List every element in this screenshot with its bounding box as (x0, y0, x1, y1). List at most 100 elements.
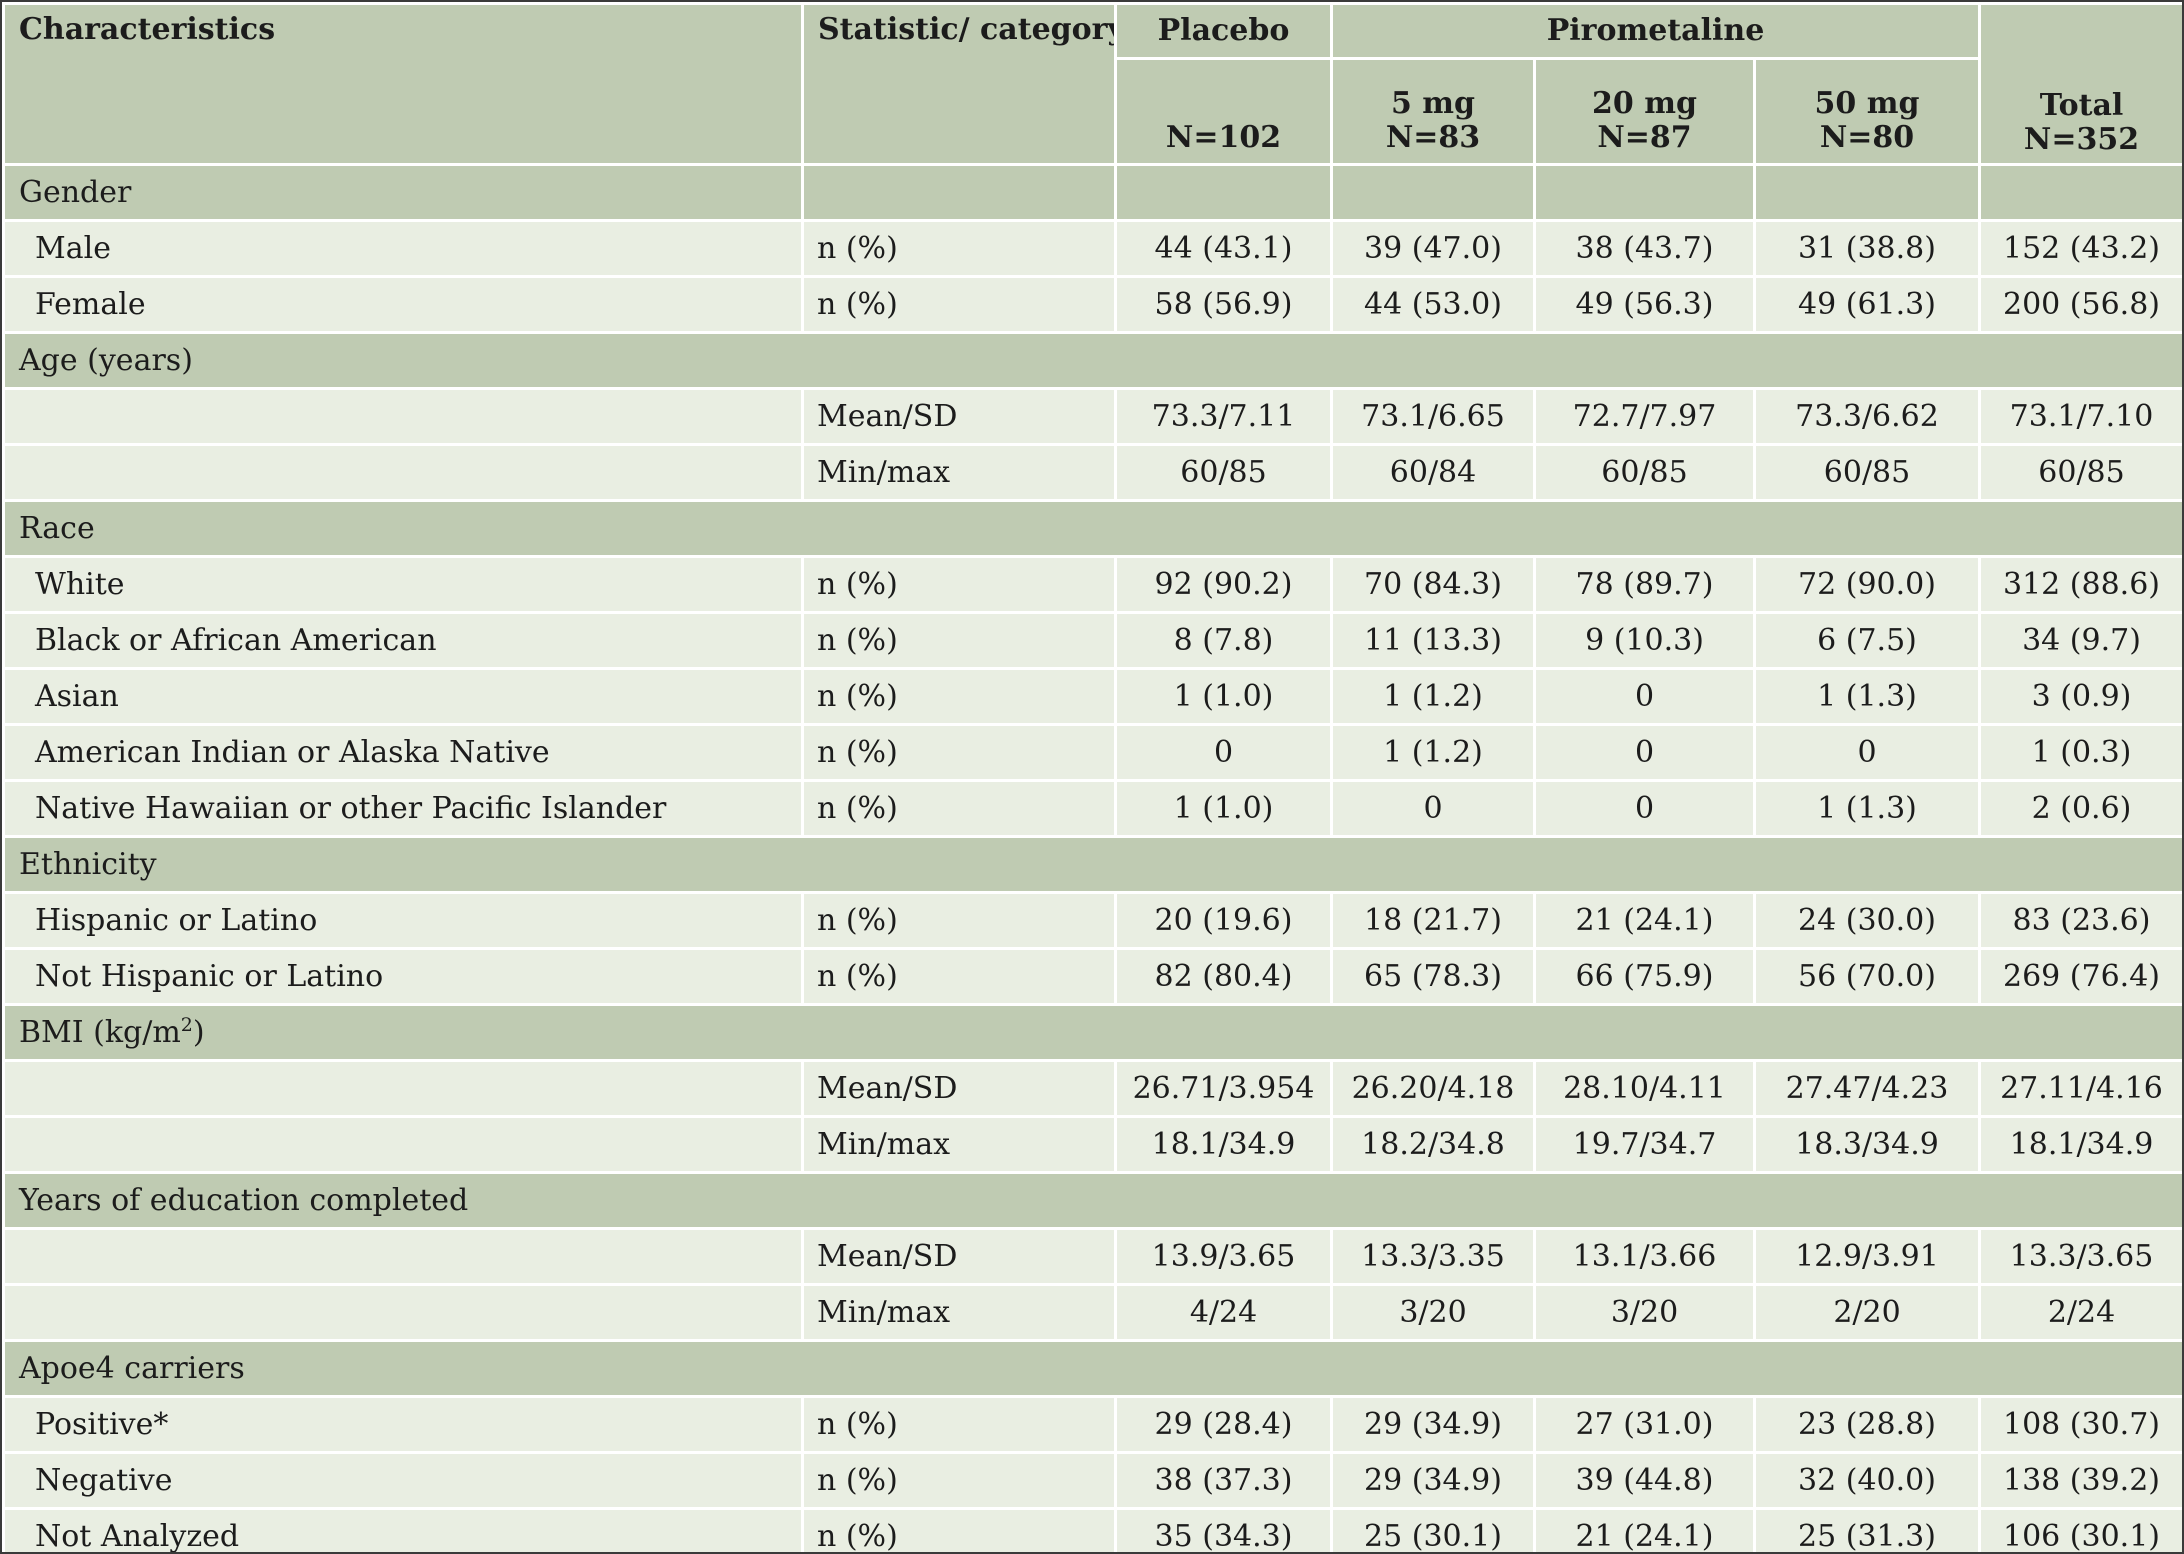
total-cell: 13.3/3.65 (1978, 1227, 2182, 1286)
header-characteristics: Characteristics (2, 2, 804, 166)
dose-50mg-cell: 1 (1.3) (1753, 779, 1981, 838)
row-label-cell: American Indian or Alaska Native (2, 723, 804, 782)
statistic-cell: Min/max (801, 1115, 1117, 1174)
dose-50mg-cell: 23 (28.8) (1753, 1395, 1981, 1454)
dose-20mg-cell: 0 (1533, 723, 1756, 782)
statistic-cell: n (%) (801, 219, 1117, 278)
group-cell (1114, 163, 1333, 222)
row-label-cell (2, 387, 804, 446)
total-cell: 138 (39.2) (1978, 1451, 2182, 1510)
table-row: Male n (%) 44 (43.1) 39 (47.0) 38 (43.7) 31 (… (2, 219, 2182, 278)
table-row: Black or African American n (%) 8 (7.8) 11 … (2, 611, 2182, 670)
group-label-apoe4: Apoe4 carriers (2, 1339, 2182, 1398)
table-row: Mean/SD 73.3/7.11 73.1/6.65 72.7/7.97 73.3/6… (2, 387, 2182, 446)
header-placebo: Placebo (1114, 2, 1333, 60)
statistic-cell: n (%) (801, 611, 1117, 670)
dose-20mg-cell: 9 (10.3) (1533, 611, 1756, 670)
dose-20mg-cell: 72.7/7.97 (1533, 387, 1756, 446)
group-label-age: Age (years) (2, 331, 2182, 390)
header-statistic: Statistic/ category (801, 2, 1117, 166)
table-row: Positive* n (%) 29 (28.4) 29 (34.9) 27 (31.0… (2, 1395, 2182, 1454)
header-dose-5-label: 5 mg (1390, 86, 1476, 121)
group-row-apoe4: Apoe4 carriers (2, 1339, 2182, 1398)
statistic-cell: n (%) (801, 555, 1117, 614)
group-cell (1978, 163, 2182, 222)
total-cell: 2 (0.6) (1978, 779, 2182, 838)
total-cell: 108 (30.7) (1978, 1395, 2182, 1454)
dose-50mg-cell: 72 (90.0) (1753, 555, 1981, 614)
dose-50mg-cell: 60/85 (1753, 443, 1981, 502)
statistic-cell: Mean/SD (801, 1227, 1117, 1286)
dose-5mg-cell: 25 (30.1) (1330, 1507, 1536, 1552)
statistic-cell: n (%) (801, 1507, 1117, 1552)
header-dose-20-n: N=87 (1597, 120, 1692, 155)
placebo-cell: 35 (34.3) (1114, 1507, 1333, 1552)
table-row: American Indian or Alaska Native n (%) 0 1 … (2, 723, 2182, 782)
row-label-cell: Not Hispanic or Latino (2, 947, 804, 1006)
group-label-race: Race (2, 499, 2182, 558)
row-label-cell: Male (2, 219, 804, 278)
header-pirometaline: Pirometaline (1330, 2, 1981, 60)
dose-20mg-cell: 21 (24.1) (1533, 1507, 1756, 1552)
dose-20mg-cell: 27 (31.0) (1533, 1395, 1756, 1454)
table-body: Gender Male n (%) 44 (43.1) 39 (47.0) 38 (43… (2, 163, 2182, 1552)
group-cell (1533, 163, 1756, 222)
header-dose-5: 5 mg N=83 (1330, 57, 1536, 166)
header-dose-50-label: 50 mg (1814, 86, 1920, 121)
table-row: Female n (%) 58 (56.9) 44 (53.0) 49 (56.3) 49… (2, 275, 2182, 334)
total-cell: 152 (43.2) (1978, 219, 2182, 278)
statistic-cell: n (%) (801, 667, 1117, 726)
total-cell: 269 (76.4) (1978, 947, 2182, 1006)
group-row-gender: Gender (2, 163, 2182, 222)
dose-50mg-cell: 1 (1.3) (1753, 667, 1981, 726)
total-cell: 2/24 (1978, 1283, 2182, 1342)
table-row: Negative n (%) 38 (37.3) 29 (34.9) 39 (44.8)… (2, 1451, 2182, 1510)
row-label-cell (2, 1059, 804, 1118)
table-row: Min/max 60/85 60/84 60/85 60/85 60/85 (2, 443, 2182, 502)
group-row-education: Years of education completed (2, 1171, 2182, 1230)
row-label-cell: Hispanic or Latino (2, 891, 804, 950)
dose-50mg-cell: 18.3/34.9 (1753, 1115, 1981, 1174)
dose-50mg-cell: 56 (70.0) (1753, 947, 1981, 1006)
statistic-cell: n (%) (801, 779, 1117, 838)
dose-50mg-cell: 27.47/4.23 (1753, 1059, 1981, 1118)
statistic-cell: n (%) (801, 891, 1117, 950)
dose-5mg-cell: 44 (53.0) (1330, 275, 1536, 334)
row-label-cell: Negative (2, 1451, 804, 1510)
dose-5mg-cell: 3/20 (1330, 1283, 1536, 1342)
dose-20mg-cell: 19.7/34.7 (1533, 1115, 1756, 1174)
dose-5mg-cell: 13.3/3.35 (1330, 1227, 1536, 1286)
dose-5mg-cell: 1 (1.2) (1330, 667, 1536, 726)
dose-20mg-cell: 13.1/3.66 (1533, 1227, 1756, 1286)
dose-5mg-cell: 26.20/4.18 (1330, 1059, 1536, 1118)
placebo-cell: 92 (90.2) (1114, 555, 1333, 614)
statistic-cell: n (%) (801, 275, 1117, 334)
dose-20mg-cell: 0 (1533, 667, 1756, 726)
dose-5mg-cell: 29 (34.9) (1330, 1395, 1536, 1454)
statistic-cell: n (%) (801, 947, 1117, 1006)
row-label-cell: Not Analyzed (2, 1507, 804, 1552)
total-cell: 106 (30.1) (1978, 1507, 2182, 1552)
group-row-bmi: BMI (kg/m2) (2, 1003, 2182, 1062)
table-row: White n (%) 92 (90.2) 70 (84.3) 78 (89.7) 72 … (2, 555, 2182, 614)
statistic-cell: Min/max (801, 1283, 1117, 1342)
table-row: Mean/SD 26.71/3.954 26.20/4.18 28.10/4.11 27… (2, 1059, 2182, 1118)
bmi-label-text: BMI (kg/m (19, 1014, 181, 1050)
group-label-education: Years of education completed (2, 1171, 2182, 1230)
placebo-cell: 18.1/34.9 (1114, 1115, 1333, 1174)
header-placebo-n: N=102 (1114, 57, 1333, 166)
header-dose-5-n: N=83 (1385, 120, 1481, 155)
group-row-ethnicity: Ethnicity (2, 835, 2182, 894)
header-dose-20-label: 20 mg (1592, 86, 1697, 121)
dose-20mg-cell: 78 (89.7) (1533, 555, 1756, 614)
group-label-ethnicity: Ethnicity (2, 835, 2182, 894)
row-label-cell (2, 1115, 804, 1174)
group-label-bmi: BMI (kg/m2) (2, 1003, 2182, 1062)
total-cell: 60/85 (1978, 443, 2182, 502)
placebo-cell: 82 (80.4) (1114, 947, 1333, 1006)
table-row: Mean/SD 13.9/3.65 13.3/3.35 13.1/3.66 12.9/3… (2, 1227, 2182, 1286)
statistic-cell: Min/max (801, 443, 1117, 502)
row-label-cell: White (2, 555, 804, 614)
dose-50mg-cell: 24 (30.0) (1753, 891, 1981, 950)
dose-50mg-cell: 25 (31.3) (1753, 1507, 1981, 1552)
